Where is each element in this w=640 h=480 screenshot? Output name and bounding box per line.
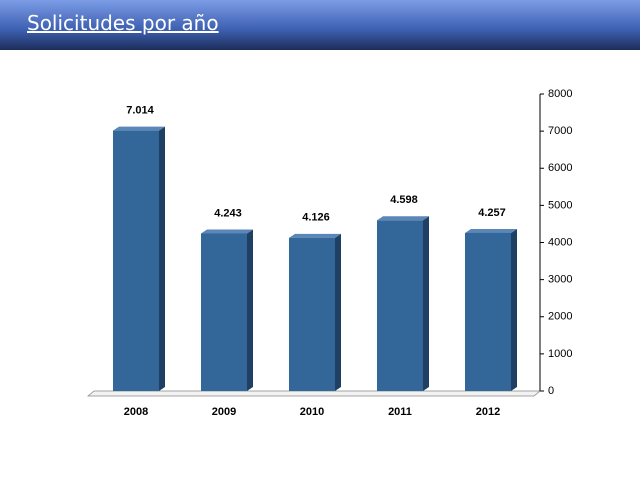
floor [86, 390, 542, 397]
y-tick-label: 3000 [548, 274, 572, 286]
bar-side [159, 126, 165, 391]
bar-front [377, 220, 423, 391]
slide-title: Solicitudes por año [27, 11, 219, 35]
bar-side [335, 233, 341, 391]
bar-top [201, 229, 253, 234]
bar-top [289, 233, 341, 238]
y-tick-label: 6000 [548, 162, 572, 174]
bar [113, 126, 165, 391]
y-tick-label: 0 [548, 385, 554, 397]
bar-side [511, 228, 517, 391]
bar-front [113, 130, 159, 391]
y-tick-label: 7000 [548, 125, 572, 137]
value-label: 4.126 [302, 212, 330, 224]
bar-side [247, 229, 253, 391]
x-tick-label: 2012 [476, 406, 500, 418]
bar-side [423, 216, 429, 391]
bar-top [377, 216, 429, 221]
bar [465, 228, 517, 391]
bar [201, 229, 253, 391]
y-tick-label: 2000 [548, 311, 572, 323]
bar [289, 233, 341, 391]
bar-top [465, 228, 517, 233]
bar-top [113, 126, 165, 131]
x-tick-label: 2010 [300, 406, 324, 418]
y-tick-label: 1000 [548, 348, 572, 360]
value-label: 7.014 [126, 105, 154, 117]
y-tick-label: 5000 [548, 199, 572, 211]
y-tick-label: 8000 [548, 88, 572, 100]
x-tick-label: 2009 [212, 406, 236, 418]
x-tick-label: 2008 [124, 406, 148, 418]
x-tick-label: 2011 [388, 406, 412, 418]
y-tick-label: 4000 [548, 236, 572, 248]
value-label: 4.243 [214, 207, 242, 219]
bar-front [465, 232, 511, 391]
header-band [0, 0, 640, 50]
value-label: 4.598 [390, 194, 418, 206]
bar-front [289, 237, 335, 391]
value-label: 4.257 [478, 207, 506, 219]
bar [377, 216, 429, 391]
bar-front [201, 233, 247, 391]
